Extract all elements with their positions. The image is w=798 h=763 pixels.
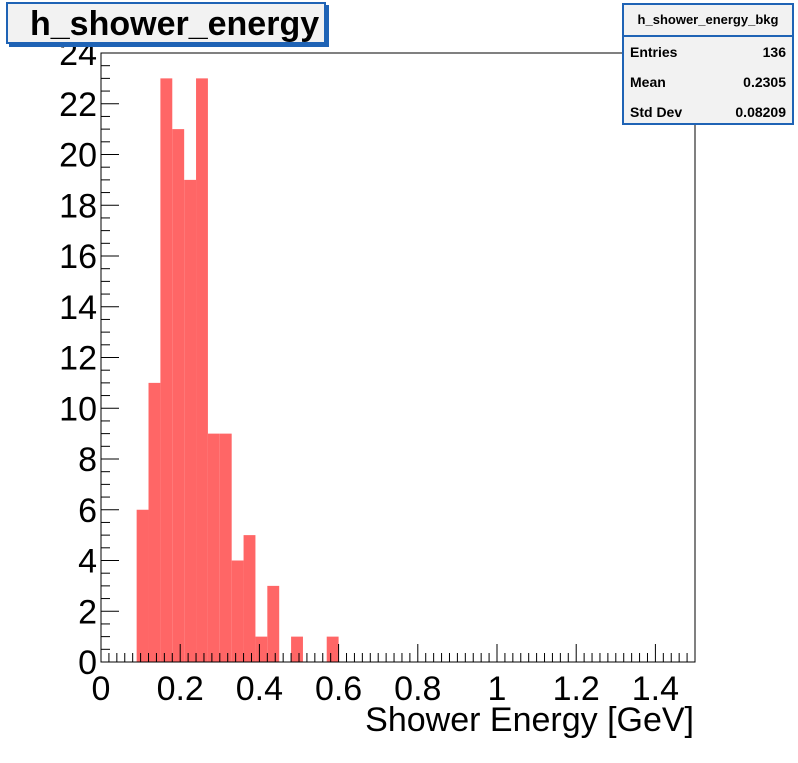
y-tick-label: 16 xyxy=(59,238,97,276)
y-tick-label: 4 xyxy=(78,543,97,581)
x-tick-label: 0.6 xyxy=(315,670,362,708)
chart-title: h_shower_energy xyxy=(30,5,320,43)
chart-title-box: h_shower_energy xyxy=(6,2,326,44)
histogram-bar xyxy=(255,636,268,662)
histogram-bar xyxy=(207,433,220,662)
y-tick-label: 6 xyxy=(78,492,97,530)
stats-value: 0.08209 xyxy=(735,104,786,120)
x-axis-label: Shower Energy [GeV] xyxy=(365,701,694,739)
y-tick-label: 14 xyxy=(59,289,97,327)
histogram-bars xyxy=(136,78,339,662)
histogram-bar xyxy=(196,78,208,662)
y-tick-label: 12 xyxy=(59,340,97,378)
y-tick-label: 22 xyxy=(59,86,97,124)
stats-box: h_shower_energy_bkg Entries 136 Mean 0.2… xyxy=(622,3,794,125)
y-tick-label: 20 xyxy=(59,137,97,175)
y-tick-label: 0 xyxy=(78,644,97,682)
histogram-bar xyxy=(160,78,173,662)
x-tick-label: 0.2 xyxy=(157,670,204,708)
x-tick-label: 1.4 xyxy=(632,670,679,708)
histogram-bar xyxy=(184,179,197,662)
stats-value: 136 xyxy=(762,44,786,60)
x-tick-label: 0.8 xyxy=(394,670,441,708)
x-tick-label: 1 xyxy=(488,670,507,708)
stats-label: Mean xyxy=(630,74,666,90)
histogram-bar xyxy=(148,382,161,662)
stats-title: h_shower_energy_bkg xyxy=(624,5,792,37)
stats-row-mean: Mean 0.2305 xyxy=(624,67,792,97)
y-tick-label: 2 xyxy=(78,593,97,631)
histogram-bar xyxy=(172,129,185,662)
stats-row-stddev: Std Dev 0.08209 xyxy=(624,97,792,127)
x-tick-labels: 0 0.2 0.4 0.6 0.8 1 1.2 1.4 xyxy=(92,670,679,708)
histogram-bar xyxy=(243,535,256,662)
stats-value: 0.2305 xyxy=(743,74,786,90)
histogram-bar xyxy=(267,585,280,662)
axis-ticks xyxy=(100,52,696,663)
x-tick-label: 1.2 xyxy=(553,670,600,708)
y-tick-label: 10 xyxy=(59,390,97,428)
x-tick-label: 0.4 xyxy=(236,670,283,708)
stats-row-entries: Entries 136 xyxy=(624,37,792,67)
histogram-bar xyxy=(291,636,303,662)
histogram-bar xyxy=(231,560,244,662)
y-tick-label: 18 xyxy=(59,187,97,225)
histogram-bar xyxy=(326,636,339,662)
histogram-bar xyxy=(136,509,149,662)
x-tick-label: 0 xyxy=(92,670,111,708)
stats-label: Entries xyxy=(630,44,678,60)
histogram-bar xyxy=(219,433,232,662)
y-tick-label: 8 xyxy=(78,441,97,479)
stats-label: Std Dev xyxy=(630,104,683,120)
